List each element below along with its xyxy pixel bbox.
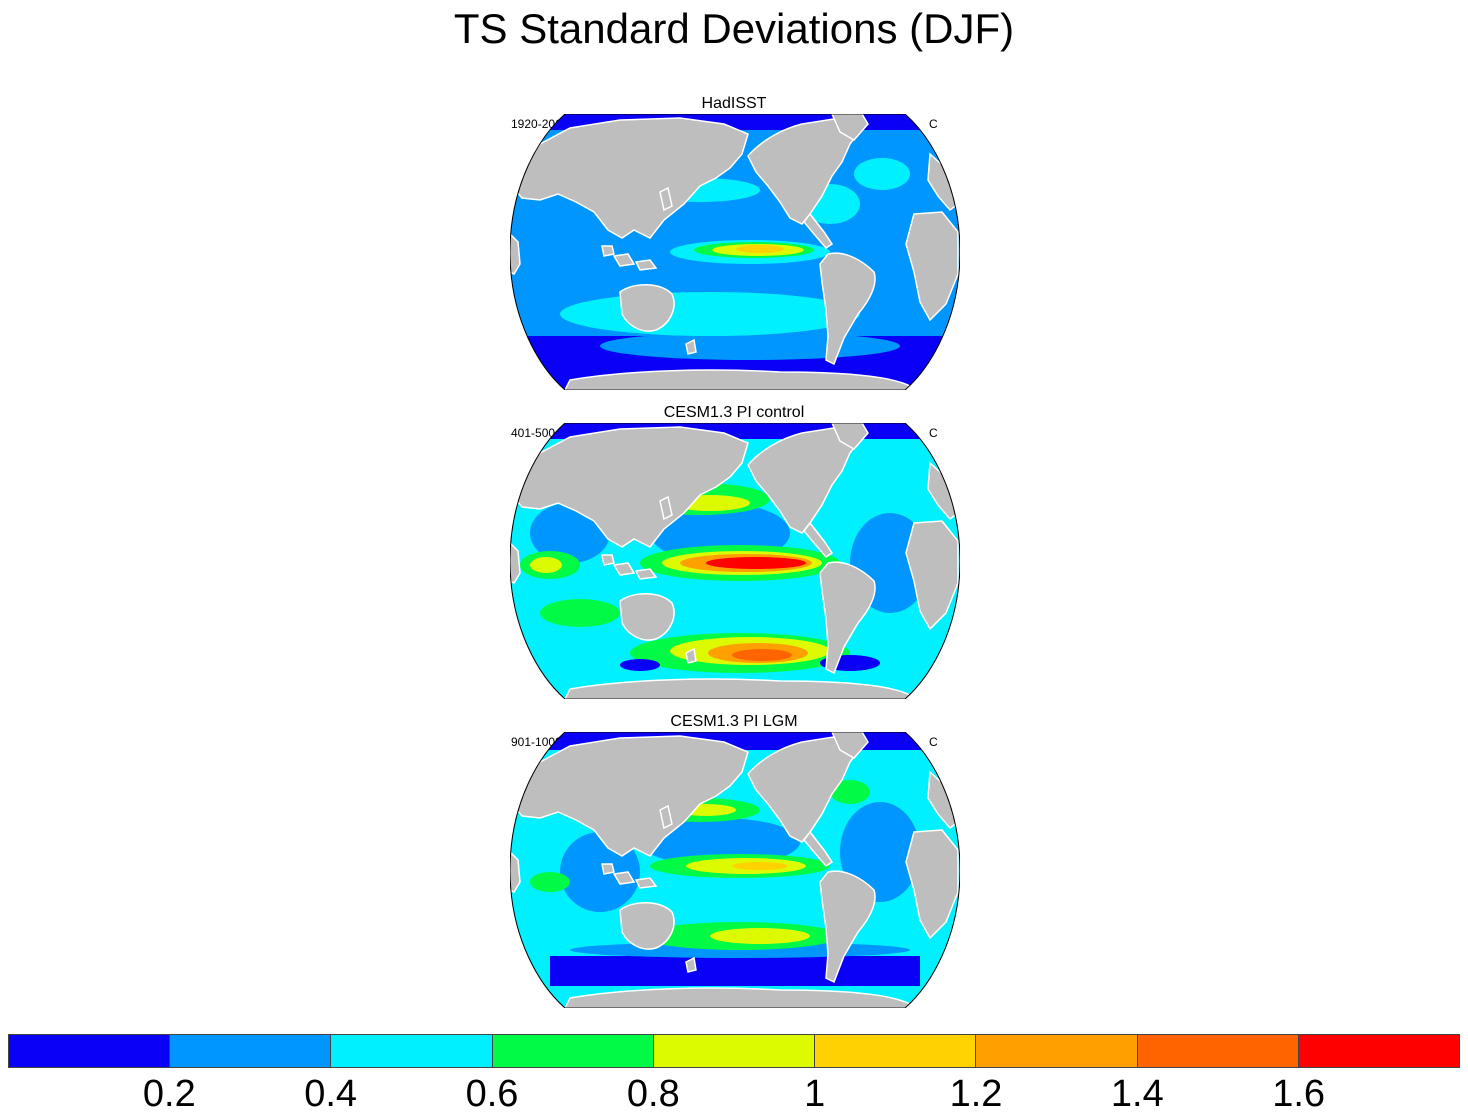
- colorbar-tick-label: 0.6: [465, 1073, 519, 1115]
- landmass: [601, 863, 615, 875]
- landmass: [510, 232, 521, 275]
- colorbar-tick-label: 1.4: [1110, 1073, 1164, 1115]
- landmass: [601, 554, 615, 566]
- anomaly-region: [640, 818, 800, 866]
- landmass: [685, 338, 697, 355]
- landmass: [659, 186, 673, 212]
- landmass: [819, 870, 876, 984]
- landmass: [601, 245, 615, 257]
- page-title: TS Standard Deviations (DJF): [453, 5, 1015, 52]
- anomaly-region: [540, 599, 620, 627]
- landmass: [634, 568, 658, 580]
- colorbar-tick-label: 0.2: [142, 1073, 196, 1115]
- landmass: [510, 541, 521, 584]
- panel-title: CESM1.3 PI control: [663, 404, 805, 421]
- landmass: [612, 562, 636, 576]
- landmass: [619, 902, 675, 950]
- colorbar-tick-label: 0.8: [626, 1073, 680, 1115]
- landmass: [619, 284, 675, 332]
- landmass: [819, 561, 876, 675]
- colorbar-tick-label: 1.6: [1272, 1073, 1326, 1115]
- landmass: [612, 871, 636, 885]
- colorbar-swatch: [492, 1035, 654, 1067]
- landmass: [830, 423, 869, 450]
- colorbar-swatch: [815, 1035, 977, 1067]
- map-panel-hadisst: HadISST 1920-2011 C: [0, 90, 1468, 399]
- colorbar: [8, 1034, 1460, 1068]
- landmass: [819, 252, 876, 366]
- landmass: [803, 521, 834, 558]
- continents: [510, 423, 959, 699]
- colorbar-tick-label: 1.2: [949, 1073, 1003, 1115]
- landmass: [803, 830, 834, 867]
- map-border: [510, 732, 960, 1008]
- panel-units-label: C: [929, 117, 938, 131]
- anomaly-region: [600, 332, 900, 360]
- landmass: [510, 426, 749, 548]
- continents: [510, 114, 959, 390]
- landmass: [659, 804, 673, 830]
- map-border: [510, 423, 960, 699]
- colorbar-tick-label: 1: [804, 1073, 826, 1115]
- landmass: [634, 877, 658, 889]
- colorbar-swatch: [653, 1035, 816, 1067]
- continents: [510, 732, 959, 1008]
- landmass: [563, 369, 912, 390]
- colorbar-tick-label: 0.4: [304, 1073, 358, 1115]
- landmass: [830, 114, 869, 141]
- anomaly-region: [530, 872, 570, 892]
- landmass: [659, 495, 673, 521]
- world-map: [510, 732, 960, 1008]
- southern-ocean-region: [550, 956, 920, 986]
- landmass: [905, 211, 959, 322]
- colorbar-swatch: [170, 1035, 332, 1067]
- panel-units-label: C: [929, 735, 938, 749]
- colorbar-swatch: [9, 1035, 171, 1067]
- anomaly-region: [706, 557, 806, 569]
- panel-period-label: 401-500: [511, 426, 556, 440]
- anomaly-region: [732, 862, 788, 870]
- anomaly-region: [830, 780, 870, 804]
- landmass: [685, 956, 697, 973]
- world-map: [510, 114, 960, 390]
- panel-title: HadISST: [701, 95, 767, 112]
- map-panel-pi-lgm: CESM1.3 PI LGM 901-1000 C: [0, 708, 1468, 1017]
- landmass: [803, 212, 834, 249]
- landmass: [510, 735, 749, 857]
- field-layer: [510, 114, 960, 390]
- panel-period-label: 901-1000: [511, 735, 562, 749]
- field-layer: [510, 423, 960, 699]
- world-map: [510, 423, 960, 699]
- anomaly-region: [840, 802, 920, 902]
- landmass: [634, 259, 658, 271]
- anomaly-region: [736, 245, 784, 253]
- landmass: [905, 520, 959, 631]
- landmass: [563, 678, 912, 699]
- landmass: [563, 987, 912, 1008]
- anomaly-region: [710, 928, 810, 944]
- anomaly-region: [854, 158, 910, 190]
- panel-title: CESM1.3 PI LGM: [670, 713, 798, 730]
- anomaly-region: [732, 649, 792, 661]
- colorbar-swatch: [1298, 1035, 1459, 1067]
- anomaly-region: [620, 659, 660, 671]
- landmass: [510, 850, 521, 893]
- landmass: [685, 647, 697, 664]
- colorbar-swatch: [331, 1035, 493, 1067]
- anomaly-region: [530, 557, 562, 573]
- landmass: [905, 829, 959, 940]
- field-layer: [510, 732, 960, 1008]
- landmass: [619, 593, 675, 641]
- anomaly-region: [560, 292, 860, 336]
- landmass: [510, 117, 749, 239]
- landmass: [830, 732, 869, 759]
- colorbar-labels: 0.2 0.4 0.6 0.8 1 1.2 1.4 1.6: [8, 1072, 1460, 1116]
- colorbar-swatch: [976, 1035, 1138, 1067]
- panel-units-label: C: [929, 426, 938, 440]
- map-panel-pi-control: CESM1.3 PI control 401-500 C: [0, 399, 1468, 708]
- landmass: [612, 253, 636, 267]
- colorbar-swatch: [1137, 1035, 1299, 1067]
- map-border: [510, 114, 960, 390]
